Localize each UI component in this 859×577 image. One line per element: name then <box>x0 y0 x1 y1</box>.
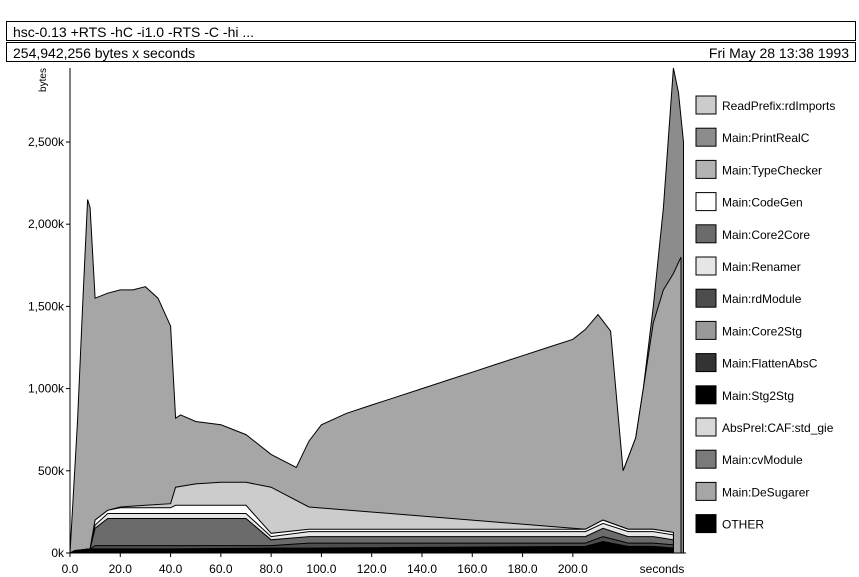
y-tick-label: 1,500k <box>28 299 65 313</box>
legend-swatch <box>695 417 717 437</box>
legend-swatch <box>695 159 717 179</box>
x-tick-label: 120.0 <box>357 562 387 576</box>
legend-label: OTHER <box>722 518 764 532</box>
legend-label: ReadPrefix:rdImports <box>722 99 835 113</box>
legend-swatch <box>695 353 717 373</box>
legend-swatch <box>695 288 717 308</box>
legend-swatch <box>695 224 717 244</box>
legend-label: Main:FlattenAbsC <box>722 357 818 371</box>
y-tick-label: 1,000k <box>28 382 65 396</box>
program-title: hsc-0.13 +RTS -hC -i1.0 -RTS -C -hi ... <box>13 24 255 40</box>
legend-label: Main:Core2Stg <box>722 324 802 338</box>
legend-swatch <box>695 320 717 340</box>
x-tick-label: 160.0 <box>457 562 487 576</box>
x-tick-label: 40.0 <box>159 562 183 576</box>
area-layer-other <box>69 540 674 554</box>
legend-swatch <box>695 449 717 469</box>
legend-swatch <box>695 127 717 147</box>
y-tick-label: 0k <box>51 546 65 560</box>
axes <box>69 68 686 554</box>
x-tick-label: 100.0 <box>306 562 336 576</box>
legend-swatch <box>695 514 717 534</box>
x-axis-label: seconds <box>640 562 685 576</box>
x-tick-label: 140.0 <box>407 562 437 576</box>
legend-swatch <box>695 95 717 115</box>
title-bar: hsc-0.13 +RTS -hC -i1.0 -RTS -C -hi ... <box>6 21 856 41</box>
legend-label: Main:Renamer <box>722 260 801 274</box>
legend: ReadPrefix:rdImports Main:PrintRealC Main:… <box>695 95 835 534</box>
legend-label: Main:PrintRealC <box>722 131 810 145</box>
legend-label: Main:TypeChecker <box>722 163 822 177</box>
bytes-seconds-total: 254,942,256 bytes x seconds <box>13 45 196 61</box>
area-layer-main-desugarer <box>69 199 682 554</box>
legend-swatch <box>695 256 717 276</box>
legend-label: Main:cvModule <box>722 453 803 467</box>
legend-label: Main:rdModule <box>722 292 802 306</box>
y-axis-label: bytes <box>38 68 49 92</box>
x-tick-label: 200.0 <box>558 562 588 576</box>
legend-label: Main:DeSugarer <box>722 485 809 499</box>
legend-swatch <box>695 481 717 501</box>
legend-label: Main:CodeGen <box>722 196 803 210</box>
x-tick-label: 0.0 <box>62 562 79 576</box>
x-tick-label: 80.0 <box>259 562 283 576</box>
legend-label: Main:Core2Core <box>722 228 810 242</box>
axis-ticks: 0.0 20.0 40.0 60.0 80.0 100.0 120.0 140.0 160.0 1… <box>28 135 588 576</box>
y-tick-label: 2,000k <box>28 217 65 231</box>
legend-swatch <box>695 192 717 212</box>
legend-swatch <box>695 385 717 405</box>
x-tick-label: 20.0 <box>109 562 133 576</box>
y-tick-label: 500k <box>38 464 65 478</box>
x-tick-label: 60.0 <box>209 562 233 576</box>
legend-label: Main:Stg2Stg <box>722 389 794 403</box>
area-layers <box>69 67 684 554</box>
run-date: Fri May 28 13:38 1993 <box>708 45 849 61</box>
y-tick-label: 2,500k <box>28 135 65 149</box>
x-tick-label: 180.0 <box>508 562 538 576</box>
stats-bar: 254,942,256 bytes x seconds Fri May 28 1… <box>6 42 856 62</box>
legend-label: AbsPrel:CAF:std_gie <box>722 421 834 435</box>
